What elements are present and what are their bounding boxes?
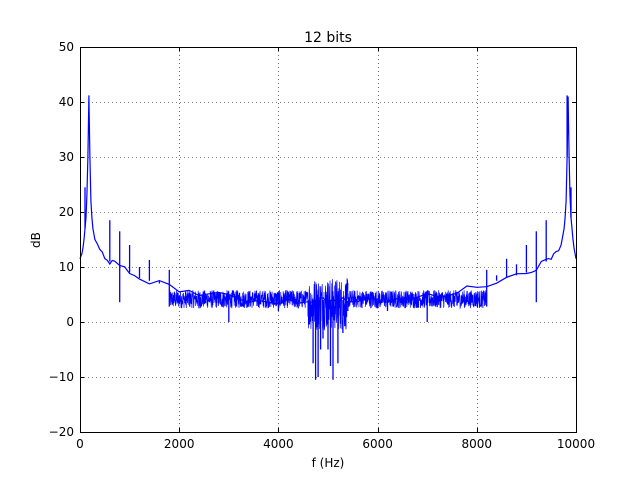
y-tick-label: 40 bbox=[59, 95, 74, 109]
x-tick-label: 2000 bbox=[164, 437, 195, 451]
noise-trace bbox=[347, 289, 488, 310]
chart-title: 12 bits bbox=[304, 30, 352, 46]
ticks bbox=[80, 47, 577, 433]
noise-trace bbox=[168, 290, 309, 310]
x-tick-label: 8000 bbox=[462, 437, 493, 451]
x-tick-labels: 0 2000 4000 6000 8000 10000 bbox=[76, 437, 595, 451]
y-tick-label: −10 bbox=[49, 370, 74, 384]
x-tick-label: 4000 bbox=[263, 437, 294, 451]
y-tick-label: 20 bbox=[59, 205, 74, 219]
y-tick-label: −20 bbox=[49, 425, 74, 439]
x-axis-label: f (Hz) bbox=[312, 456, 345, 470]
x-tick-label: 0 bbox=[76, 437, 84, 451]
series-layer bbox=[79, 95, 577, 380]
y-tick-label: 10 bbox=[59, 260, 74, 274]
x-tick-label: 6000 bbox=[362, 437, 393, 451]
series-line bbox=[79, 96, 577, 305]
y-tick-labels: −20 −10 0 10 20 30 40 50 bbox=[49, 40, 74, 439]
plot-background bbox=[80, 47, 576, 432]
plot-frame bbox=[80, 47, 577, 433]
plot-area bbox=[79, 47, 577, 433]
y-tick-label: 50 bbox=[59, 40, 74, 54]
gridlines bbox=[80, 47, 576, 432]
y-tick-label: 30 bbox=[59, 150, 74, 164]
x-tick-label: 10000 bbox=[557, 437, 595, 451]
y-axis-label: dB bbox=[29, 232, 43, 248]
y-tick-label: 0 bbox=[66, 315, 74, 329]
